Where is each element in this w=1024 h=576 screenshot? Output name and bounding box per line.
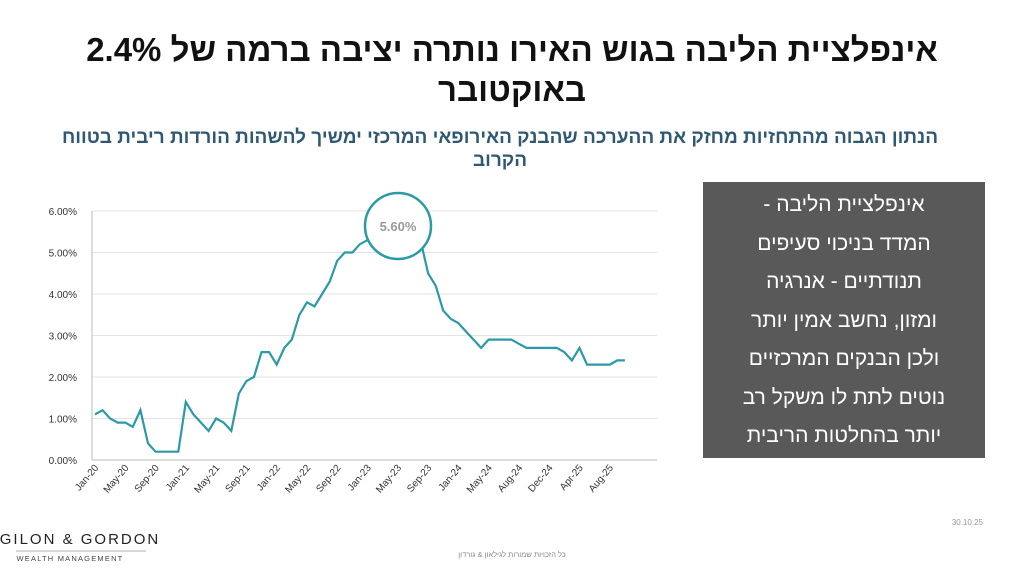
- x-tick-label: May-23: [374, 463, 404, 496]
- x-tick-label: Jan-24: [437, 463, 465, 494]
- x-tick-label: Jan-21: [164, 463, 192, 494]
- x-tick-label: Sep-23: [405, 463, 434, 495]
- logo-tagline: WEALTH MANAGEMENT: [17, 554, 124, 563]
- y-tick-label: 2.00%: [49, 373, 77, 384]
- y-tick-label: 1.00%: [49, 415, 77, 426]
- note-line: נוטים לתת לו משקל רב: [742, 385, 946, 409]
- x-tick-label: Jan-22: [255, 463, 283, 494]
- x-tick-label: May-22: [283, 463, 313, 496]
- x-tick-label: Sep-22: [314, 463, 343, 495]
- annotation-circle: [363, 191, 433, 261]
- note-line: אינפלציית הליבה -: [763, 193, 925, 216]
- note-line: יותר בהחלטות הריבית: [746, 424, 942, 447]
- note-line: ולכן הבנקים המרכזיים: [748, 347, 940, 370]
- series-line: [94, 222, 625, 453]
- x-tick-label: Aug-24: [496, 463, 525, 495]
- y-tick-label: 5.00%: [49, 249, 77, 260]
- x-tick-label: Dec-24: [526, 463, 555, 495]
- note-line: המדד בניכוי סעיפים: [757, 231, 931, 255]
- logo-name: GILON & GORDON: [0, 531, 160, 548]
- y-tick-label: 4.00%: [49, 290, 77, 301]
- annotation: 5.60%: [380, 219, 417, 234]
- y-tick-label: 0.00%: [49, 456, 77, 467]
- x-tick-label: May-24: [465, 463, 495, 496]
- y-tick-label: 6.00%: [49, 207, 77, 218]
- x-tick-label: Apr-25: [558, 463, 586, 493]
- x-tick-label: Aug-25: [587, 463, 616, 495]
- x-tick-label: Jan-20: [73, 463, 101, 494]
- note-box: אינפלציית הליבה - המדד בניכוי סעיפים תנודת…: [703, 182, 985, 458]
- x-tick-label: Sep-20: [133, 463, 162, 495]
- x-tick-label: Jan-23: [346, 463, 374, 494]
- subtitle: הנתון הגבוה מהתחזיות מחזק את ההערכה שהבנ…: [61, 127, 939, 171]
- note-line: תנודתיים - אנרגיה: [766, 270, 922, 293]
- date: 30.10.25: [952, 518, 984, 527]
- note-line: ומזון, נחשב אמין יותר: [751, 308, 937, 332]
- title: אינפלציית הליבה בגוש האירו נותרה יציבה ב…: [86, 31, 938, 108]
- x-tick-label: May-21: [193, 463, 223, 496]
- copyright: כל הזכויות שמורות לגילאון & גורדון: [458, 550, 566, 559]
- x-tick-label: Sep-21: [224, 463, 253, 495]
- y-tick-label: 3.00%: [49, 332, 77, 343]
- x-tick-label: May-20: [102, 463, 132, 496]
